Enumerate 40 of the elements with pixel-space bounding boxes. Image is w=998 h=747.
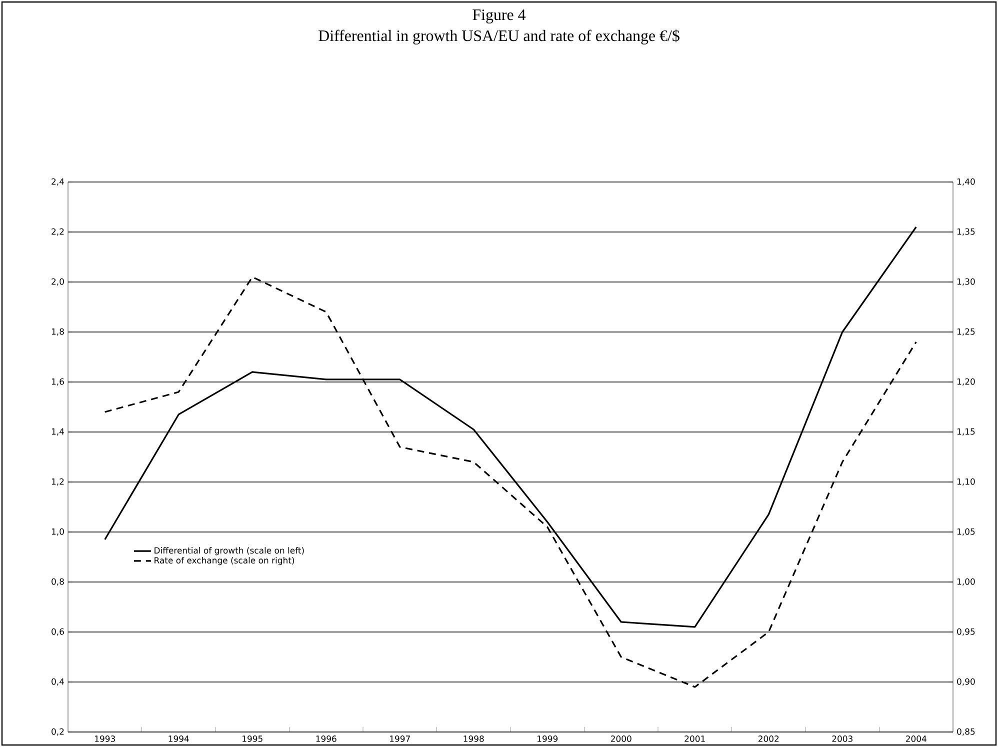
y-tick-label: 1,6 (52, 378, 64, 386)
legend-label: Differential of growth (scale on left) (154, 547, 304, 556)
y-tick-label: 2,2 (52, 228, 64, 236)
y2-tick-label: 1,20 (957, 378, 975, 386)
y2-tick-label: 1,00 (957, 578, 975, 586)
x-tick-label: 2003 (832, 736, 852, 742)
y2-tick-label: 1,35 (957, 228, 975, 236)
chart-title: Figure 4 (472, 9, 526, 24)
y-tick-label: 1,0 (52, 528, 64, 536)
y2-tick-label: 1,25 (957, 328, 975, 336)
y2-tick-label: 1,10 (957, 478, 975, 486)
y2-tick-label: 0,85 (957, 728, 975, 736)
x-tick-label: 1997 (390, 736, 410, 742)
y-tick-label: 1,8 (52, 328, 64, 336)
x-tick-label: 1998 (464, 736, 484, 742)
y2-tick-label: 0,90 (957, 678, 975, 686)
x-tick-label: 1994 (168, 736, 189, 742)
y-tick-label: 0,4 (52, 678, 64, 686)
y2-tick-label: 1,15 (957, 428, 975, 436)
y2-tick-label: 1,30 (957, 278, 975, 286)
y-tick-label: 0,8 (52, 578, 64, 586)
legend-label: Rate of exchange (scale on right) (154, 556, 294, 566)
x-tick-label: 2002 (758, 736, 779, 742)
y-tick-label: 1,2 (52, 478, 64, 486)
y2-tick-label: 1,40 (957, 178, 975, 186)
y-tick-label: 2,4 (52, 178, 64, 186)
x-tick-label: 2004 (906, 736, 926, 742)
y2-tick-label: 0,95 (957, 628, 975, 636)
y-tick-label: 2,0 (52, 278, 64, 286)
x-tick-label: 2000 (610, 736, 632, 742)
y-tick-label: 1,4 (52, 428, 64, 436)
chart-subtitle: Differential in growth USA/EU and rate of exchange €/$ (318, 29, 680, 44)
y-tick-label: 0,6 (52, 628, 64, 636)
y2-tick-label: 1,05 (957, 528, 975, 536)
x-tick-label: 1999 (538, 736, 558, 742)
x-tick-label: 2001 (684, 736, 705, 742)
y-tick-label: 0,2 (52, 728, 64, 736)
x-tick-label: 1993 (95, 736, 115, 742)
x-tick-label: 1995 (242, 736, 262, 742)
x-tick-label: 1996 (316, 736, 336, 742)
